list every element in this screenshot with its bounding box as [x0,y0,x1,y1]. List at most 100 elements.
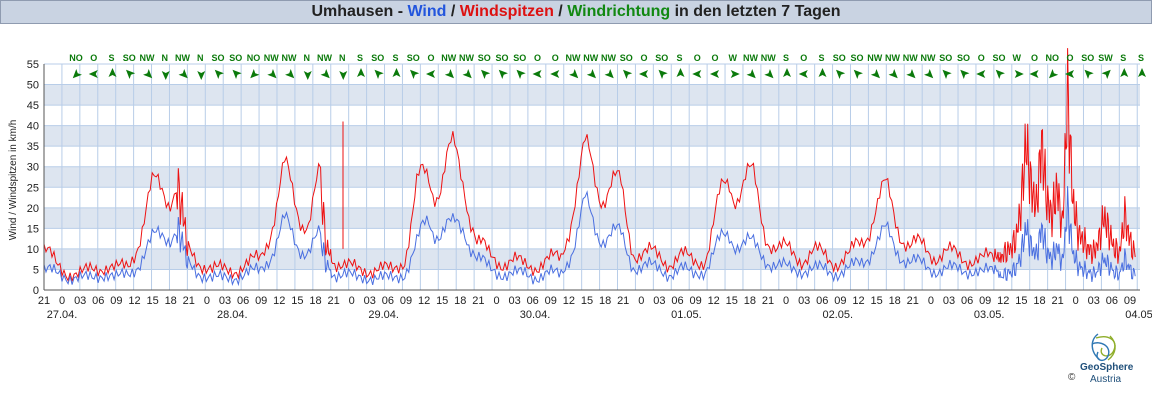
x-tick-label: 21 [762,295,774,307]
direction-label: NW [459,53,474,63]
wind-arrow-icon [444,69,454,79]
y-tick-label: 30 [27,162,39,174]
date-label: 30.04. [520,309,551,321]
band [44,207,1140,229]
arrow-head [72,69,82,79]
direction-label: O [552,53,559,63]
direction-label: S [1120,53,1126,63]
direction-label: NW [761,53,776,63]
direction-label: SO [123,53,136,63]
direction-label: S [357,53,363,63]
wind-arrow-icon [942,69,952,79]
band [44,248,1140,270]
direction-label: NW [175,53,190,63]
arrow-head [1029,70,1039,78]
arrow-head [818,68,827,77]
x-tick-label: 09 [545,295,557,307]
band [44,125,1140,147]
direction-label: O [1031,53,1038,63]
arrow-head [426,70,435,78]
wind-arrow-icon [1084,69,1094,79]
direction-label: NW [743,53,758,63]
x-tick-label: 18 [309,295,321,307]
wind-arrow-icon [623,69,633,79]
x-tick-label: 06 [961,295,973,307]
title-station: Umhausen [311,3,394,20]
arrow-head [1014,70,1024,78]
y-tick-label: 45 [27,100,39,112]
date-label: 03.05. [974,309,1005,321]
y-tick-label: 20 [27,203,39,215]
x-tick-label: 12 [997,295,1009,307]
x-tick-label: 21 [617,295,629,307]
date-label: 28.04. [217,309,248,321]
wind-arrow-icon [410,69,420,79]
direction-label: NO [1046,53,1060,63]
x-tick-label: 18 [1033,295,1045,307]
arrow-head [870,69,880,79]
direction-label: S [783,53,789,63]
direction-label: SO [939,53,952,63]
direction-label: NO [247,53,261,63]
direction-label: S [1138,53,1144,63]
direction-label: W [1013,53,1022,63]
title-sep-1: - [393,3,408,20]
wind-arrow-icon [906,69,916,79]
wind-arrow-icon [197,71,206,80]
wind-arrow-icon [339,71,348,80]
x-tick-label: 21 [327,295,339,307]
wind-arrow-icon [88,70,98,78]
direction-label: S [392,53,398,63]
direction-label: SO [992,53,1005,63]
direction-label: NW [921,53,936,63]
x-tick-label: 21 [1051,295,1063,307]
x-tick-label: 21 [907,295,919,307]
title-direction: Windrichtung [567,3,671,20]
x-tick-label: 09 [979,295,991,307]
title-sep-3: / [553,3,568,20]
direction-label: SO [513,53,526,63]
arrow-head [658,69,668,79]
wind-arrow-icon [126,69,136,79]
wind-arrow-icon [232,69,242,79]
arrow-head [232,69,242,79]
direction-label: NW [317,53,332,63]
x-tick-label: 18 [599,295,611,307]
y-tick-label: 40 [27,121,39,133]
wind-arrow-icon [1029,70,1039,78]
wind-arrow-icon [161,71,170,80]
x-tick-label: 03 [364,295,376,307]
x-tick-label: 06 [527,295,539,307]
arrow-head [532,70,542,78]
direction-label: O [978,53,985,63]
arrow-head [320,69,330,79]
y-tick-label: 55 [27,59,39,71]
x-tick-label: 03 [74,295,86,307]
arrow-head [1138,68,1146,77]
gust-line-last [999,48,1136,265]
x-tick-label: 15 [581,295,593,307]
arrow-head [410,69,420,79]
wind-arrow-icon [392,68,401,77]
title-wind: Wind [407,3,447,20]
arrow-head [960,69,970,79]
wind-arrow-icon [550,70,560,78]
arrow-head [481,69,491,79]
series-layer [43,48,1136,287]
x-tick-label: 0 [349,295,355,307]
copyright: © [1068,372,1076,383]
wind-arrow-icon [853,69,863,79]
arrow-head [924,69,934,79]
logo-name: GeoSphere [1080,362,1134,373]
x-tick-label: 03 [798,295,810,307]
direction-label: O [90,53,97,63]
wind-arrow-icon [1120,68,1129,77]
wind-arrow-icon [285,69,295,79]
x-tick-label: 12 [418,295,430,307]
direction-label: NW [601,53,616,63]
direction-label: S [108,53,114,63]
x-tick-label: 0 [59,295,65,307]
wind-arrow-icon [730,70,740,78]
x-tick-label: 21 [183,295,195,307]
